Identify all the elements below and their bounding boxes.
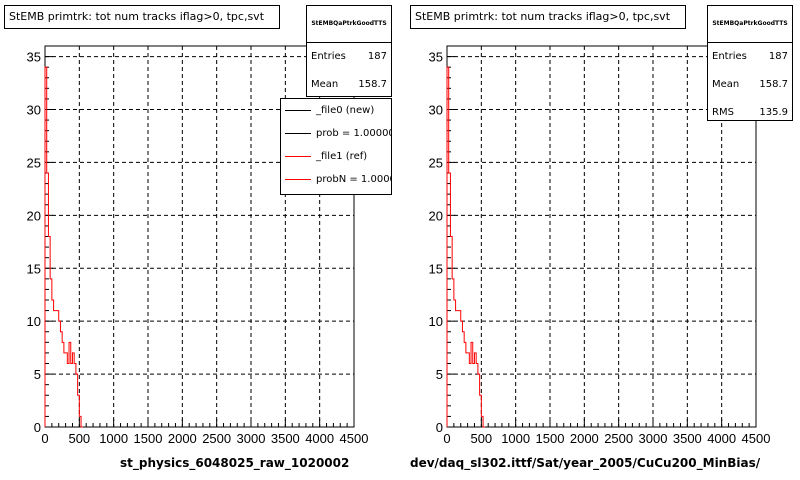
right-title: StEMB primtrk: tot num tracks iflag>0, t… [415,10,671,23]
right-x-tick-label: 3500 [673,431,702,446]
left-y-tick-label: 25 [27,155,41,170]
right-stats-entries-value: 187 [768,51,788,62]
legend-entry: _file1 (ref) [281,145,391,168]
right-stats-rms-label: RMS [712,107,734,118]
legend-label: _file1 (ref) [316,151,368,162]
left-stats-mean-label: Mean [311,79,339,90]
right-stats-row-entries: Entries 187 [708,43,792,71]
left-y-tick-label: 30 [27,103,41,118]
left-x-tick-label: 4000 [305,431,334,446]
left-y-tick-label: 20 [27,208,41,223]
right-x-axis-label: dev/daq_sl302.ittf/Sat/year_2005/CuCu200… [410,456,761,470]
left-x-tick-label: 3000 [237,431,266,446]
right-y-tick-label: 5 [436,367,443,382]
right-y-tick-label: 25 [429,155,443,170]
right-y-tick-label: 0 [436,420,443,435]
right-stats-entries-label: Entries [712,51,747,62]
right-y-tick-label: 20 [429,208,443,223]
left-stats-entries-label: Entries [311,51,346,62]
legend-swatch [285,156,311,157]
legend-swatch [285,179,311,180]
right-y-tick-label: 30 [429,103,443,118]
right-x-tick-label: 1500 [536,431,565,446]
left-x-tick-label: 0 [41,431,48,446]
left-y-tick-label: 0 [34,420,41,435]
left-title: StEMB primtrk: tot num tracks iflag>0, t… [9,10,265,23]
legend-entry: _file0 (new) [281,99,391,122]
right-x-tick-label: 0 [443,431,450,446]
legend-label: prob = 1.000000 [316,128,391,139]
right-stats-name: StEMBQaPtrkGoodTTS [708,6,792,43]
right-x-tick-label: 4500 [742,431,771,446]
left-y-tick-label: 15 [27,261,41,276]
legend-label: probN = 1.000000 [316,174,391,185]
right-stats-row-rms: RMS 135.9 [708,99,792,127]
left-x-tick-label: 1500 [134,431,163,446]
left-x-tick-label: 1000 [99,431,128,446]
legend-label: _file0 (new) [316,105,375,116]
right-x-tick-label: 1000 [501,431,530,446]
left-x-tick-label: 4500 [340,431,369,446]
left-x-tick-label: 3500 [271,431,300,446]
left-stats-row-entries: Entries 187 [307,43,391,71]
left-x-tick-label: 2000 [168,431,197,446]
left-x-tick-label: 2500 [202,431,231,446]
right-x-tick-label: 2500 [604,431,633,446]
right-x-tick-label: 3000 [639,431,668,446]
left-x-axis-label: st_physics_6048025_raw_1020002 [120,456,350,470]
legend-swatch [285,110,311,111]
left-y-tick-label: 10 [27,314,41,329]
right-y-tick-label: 15 [429,261,443,276]
right-y-tick-label: 35 [429,50,443,65]
left-stats-row-mean: Mean 158.7 [307,71,391,99]
left-histogram-series [44,66,83,428]
right-stats-mean-label: Mean [712,79,740,90]
legend-entry: probN = 1.000000 [281,168,391,191]
right-x-tick-label: 2000 [570,431,599,446]
left-stats-mean-value: 158.7 [358,79,387,90]
left-stats-name: StEMBQaPtrkGoodTTS [307,6,391,43]
left-title-box: StEMB primtrk: tot num tracks iflag>0, t… [4,5,280,29]
right-y-tick-label: 10 [429,314,443,329]
left-stats-entries-value: 187 [367,51,387,62]
legend-box: _file0 (new) prob = 1.000000 _file1 (ref… [280,98,392,195]
left-x-tick-label: 500 [68,431,90,446]
legend-entry: prob = 1.000000 [281,122,391,145]
left-y-tick-label: 35 [27,50,41,65]
legend-swatch [285,133,311,134]
right-stats-mean-value: 158.7 [759,79,788,90]
left-stats-box: StEMBQaPtrkGoodTTS Entries 187 Mean 158.… [306,5,392,97]
right-stats-row-mean: Mean 158.7 [708,71,792,99]
right-histogram-series [446,66,485,428]
right-x-tick-label: 500 [470,431,492,446]
left-y-tick-label: 5 [34,367,41,382]
right-stats-rms-value: 135.9 [759,107,788,118]
right-x-tick-label: 4000 [707,431,736,446]
right-stats-box: StEMBQaPtrkGoodTTS Entries 187 Mean 158.… [707,5,793,121]
right-title-box: StEMB primtrk: tot num tracks iflag>0, t… [410,5,686,29]
